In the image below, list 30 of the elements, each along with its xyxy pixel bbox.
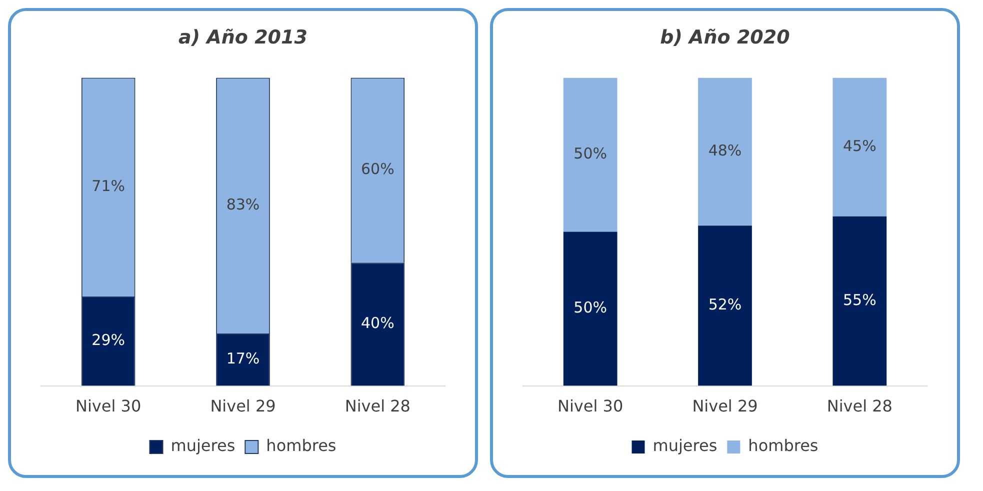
bar	[698, 226, 752, 386]
data-label: 52%	[708, 296, 742, 314]
x-tick-label: Nivel 30	[76, 396, 142, 416]
data-label: 48%	[708, 142, 742, 160]
bar	[563, 232, 618, 386]
data-label: 55%	[842, 290, 876, 309]
x-tick-label: Nivel 28	[826, 396, 892, 416]
x-tick-label: Nivel 30	[558, 396, 624, 416]
data-label: 29%	[92, 331, 126, 350]
data-label: 50%	[574, 298, 608, 317]
chart-title: b) Año 2020	[660, 26, 790, 48]
chart-title: a) Año 2013	[178, 26, 308, 48]
bar	[832, 78, 887, 216]
legend-label: mujeres	[652, 436, 718, 456]
data-label: 40%	[360, 314, 394, 332]
data-label: 17%	[226, 350, 260, 368]
x-tick-label: Nivel 29	[692, 396, 758, 416]
bar	[698, 78, 752, 226]
legend-label: hombres	[748, 436, 818, 456]
bar	[563, 78, 618, 232]
x-tick-label: Nivel 28	[344, 396, 410, 416]
data-label: 83%	[226, 196, 260, 214]
legend-label: hombres	[266, 436, 336, 456]
data-label: 50%	[574, 144, 608, 163]
data-label: 71%	[92, 177, 126, 196]
x-tick-label: Nivel 29	[210, 396, 276, 416]
legend-label: mujeres	[170, 436, 236, 456]
bar	[832, 216, 887, 386]
data-label: 60%	[360, 160, 394, 178]
data-label: 45%	[842, 136, 876, 155]
